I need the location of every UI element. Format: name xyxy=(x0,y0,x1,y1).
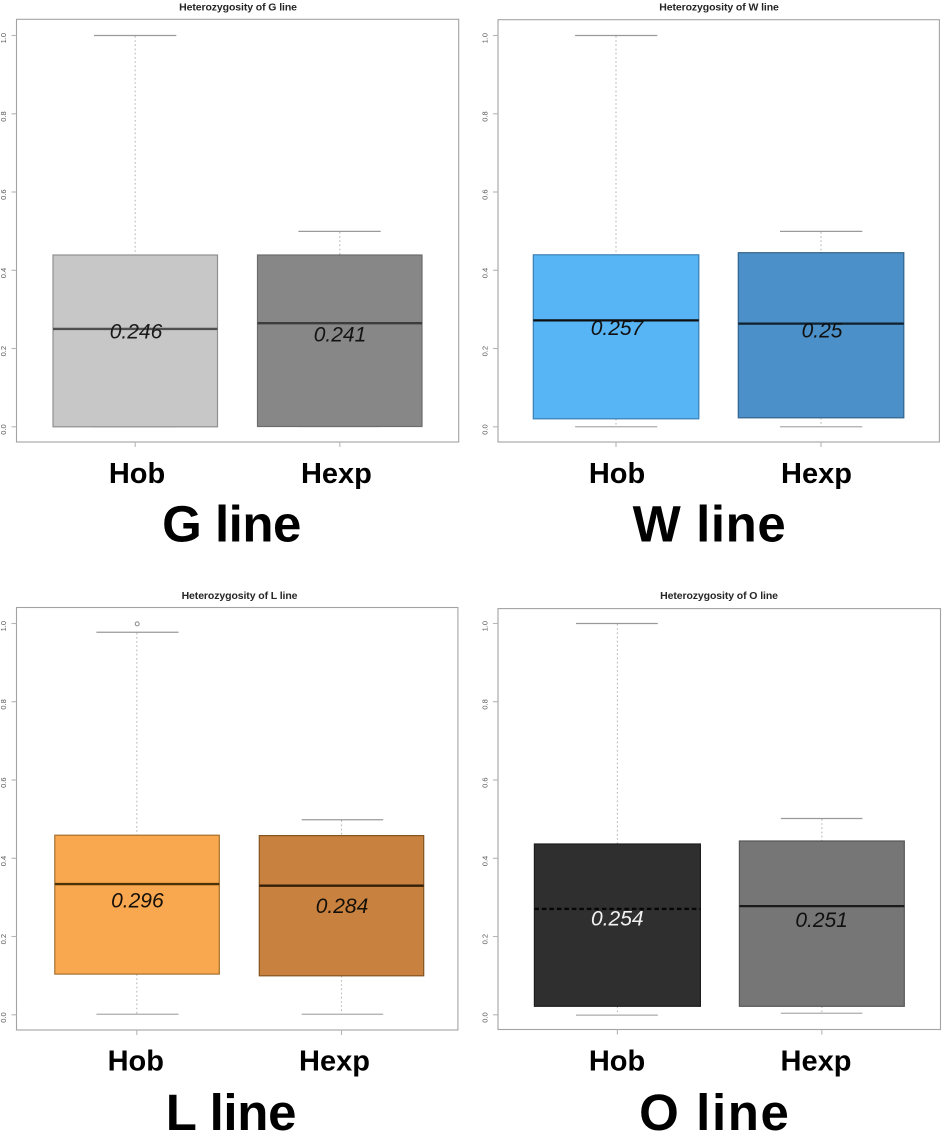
svg-text:Hexp: Hexp xyxy=(781,1046,852,1078)
svg-text:Hexp: Hexp xyxy=(301,458,372,490)
svg-text:0.251: 0.251 xyxy=(795,909,848,932)
svg-text:0.4: 0.4 xyxy=(481,268,490,278)
svg-text:O line: O line xyxy=(639,1084,790,1134)
svg-text:0.0: 0.0 xyxy=(481,424,490,434)
svg-text:W line: W line xyxy=(633,495,787,552)
svg-text:Hob: Hob xyxy=(108,1046,164,1078)
svg-text:Heterozygosity of W line: Heterozygosity of W line xyxy=(659,2,779,14)
svg-text:0.6: 0.6 xyxy=(481,777,490,787)
svg-text:Hexp: Hexp xyxy=(299,1046,370,1078)
svg-text:0.25: 0.25 xyxy=(802,320,843,343)
svg-text:0.6: 0.6 xyxy=(0,189,8,199)
svg-text:0.0: 0.0 xyxy=(481,1012,490,1022)
svg-text:0.254: 0.254 xyxy=(591,907,644,930)
svg-text:Heterozygosity of G line: Heterozygosity of G line xyxy=(179,2,297,14)
svg-text:Heterozygosity of O line: Heterozygosity of O line xyxy=(660,590,778,602)
svg-text:0.241: 0.241 xyxy=(314,324,367,347)
svg-text:0.6: 0.6 xyxy=(481,189,490,199)
svg-text:0.4: 0.4 xyxy=(481,856,490,866)
svg-text:0.2: 0.2 xyxy=(0,346,8,356)
svg-text:0.8: 0.8 xyxy=(481,699,490,709)
svg-text:1.0: 1.0 xyxy=(481,621,490,631)
svg-text:1.0: 1.0 xyxy=(0,621,8,631)
svg-text:Hob: Hob xyxy=(109,458,165,490)
svg-text:0.257: 0.257 xyxy=(591,317,645,340)
svg-text:0.296: 0.296 xyxy=(111,890,164,913)
svg-text:0.8: 0.8 xyxy=(0,699,8,709)
svg-text:0.2: 0.2 xyxy=(0,934,8,944)
svg-text:0.284: 0.284 xyxy=(316,895,369,918)
svg-text:0.2: 0.2 xyxy=(481,346,490,356)
svg-text:1.0: 1.0 xyxy=(0,33,8,43)
svg-text:0.4: 0.4 xyxy=(0,268,8,278)
svg-text:L line: L line xyxy=(166,1084,296,1134)
svg-text:0.246: 0.246 xyxy=(110,321,163,344)
svg-text:0.6: 0.6 xyxy=(0,777,8,787)
svg-text:0.8: 0.8 xyxy=(481,111,490,121)
svg-text:0.2: 0.2 xyxy=(481,934,490,944)
svg-text:G line: G line xyxy=(162,495,301,552)
svg-text:0.0: 0.0 xyxy=(0,1012,8,1022)
svg-text:1.0: 1.0 xyxy=(481,33,490,43)
svg-text:0.4: 0.4 xyxy=(0,856,8,866)
svg-text:Hexp: Hexp xyxy=(781,458,852,490)
svg-text:Hob: Hob xyxy=(589,458,645,490)
svg-text:0.8: 0.8 xyxy=(0,111,8,121)
svg-text:0.0: 0.0 xyxy=(0,424,8,434)
svg-text:Hob: Hob xyxy=(589,1046,645,1078)
svg-text:Heterozygosity of L line: Heterozygosity of L line xyxy=(182,590,298,602)
